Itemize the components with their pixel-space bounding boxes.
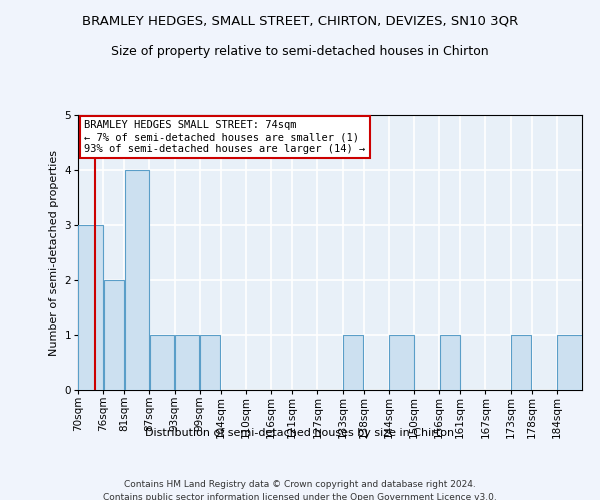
Bar xyxy=(175,335,199,390)
Text: Distribution of semi-detached houses by size in Chirton: Distribution of semi-detached houses by … xyxy=(145,428,455,438)
Text: Contains HM Land Registry data © Crown copyright and database right 2024.: Contains HM Land Registry data © Crown c… xyxy=(124,480,476,489)
Text: Contains public sector information licensed under the Open Government Licence v3: Contains public sector information licen… xyxy=(103,492,497,500)
Bar xyxy=(150,335,174,390)
Bar xyxy=(79,225,103,390)
Bar xyxy=(125,170,149,390)
Bar xyxy=(104,280,124,390)
Y-axis label: Number of semi-detached properties: Number of semi-detached properties xyxy=(49,150,59,356)
Bar xyxy=(440,335,460,390)
Text: Size of property relative to semi-detached houses in Chirton: Size of property relative to semi-detach… xyxy=(111,45,489,58)
Bar xyxy=(511,335,531,390)
Text: BRAMLEY HEDGES, SMALL STREET, CHIRTON, DEVIZES, SN10 3QR: BRAMLEY HEDGES, SMALL STREET, CHIRTON, D… xyxy=(82,15,518,28)
Bar xyxy=(389,335,413,390)
Bar xyxy=(200,335,220,390)
Text: BRAMLEY HEDGES SMALL STREET: 74sqm
← 7% of semi-detached houses are smaller (1)
: BRAMLEY HEDGES SMALL STREET: 74sqm ← 7% … xyxy=(85,120,365,154)
Bar xyxy=(557,335,581,390)
Bar xyxy=(343,335,363,390)
